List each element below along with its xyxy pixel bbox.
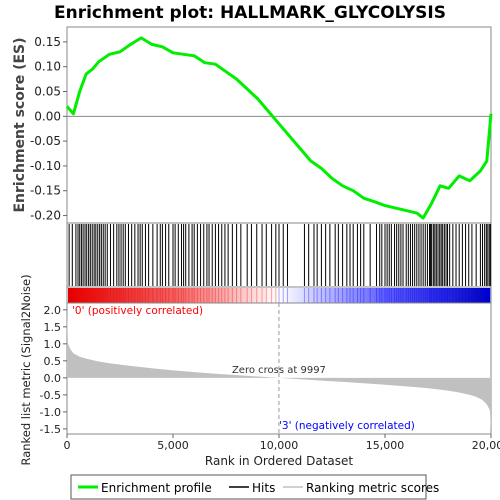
- metric-tick-label: -1.0: [40, 406, 61, 419]
- heatbar-stripes: [68, 288, 492, 303]
- es-tick-label: -0.05: [30, 134, 61, 148]
- ranking-metric-area: [67, 313, 491, 431]
- hit-lines: [68, 224, 492, 286]
- chart-title: Enrichment plot: HALLMARK_GLYCOLYSIS: [54, 3, 446, 23]
- legend-hits-label: Hits: [252, 481, 275, 495]
- x-tick-label: 20,000: [472, 439, 500, 452]
- es-tick-label: -0.20: [30, 209, 61, 223]
- enrichment-profile-line: [65, 36, 493, 220]
- es-tick-label: 0.05: [34, 85, 61, 99]
- es-axis-ticks: 0.15 0.10 0.05 0.00 -0.05 -0.10 -0.15 -0.20: [30, 35, 67, 223]
- metric-tick-label: 1.5: [44, 321, 62, 334]
- ranking-heatbar-panel: [66, 286, 492, 304]
- metric-tick-label: 1.0: [44, 338, 62, 351]
- es-tick-label: 0.15: [34, 35, 61, 49]
- metric-tick-label: 0.5: [44, 355, 62, 368]
- hits-panel: [66, 222, 492, 288]
- x-tick-label: 5,000: [157, 439, 189, 452]
- legend-metric-label: Ranking metric scores: [306, 481, 439, 495]
- positive-correlation-label: '0' (positively correlated): [72, 305, 203, 317]
- ranking-heatbar: [68, 288, 490, 303]
- metric-axis-label: Ranked list metric (Signal2Noise): [19, 274, 33, 465]
- enrichment-score-panel: 0.15 0.10 0.05 0.00 -0.05 -0.10 -0.15 -0.20 Enr…: [12, 26, 493, 224]
- zero-cross-label: Zero cross at 9997: [232, 365, 326, 376]
- es-tick-label: -0.15: [30, 184, 61, 198]
- ranked-metric-panel: 2.0 1.5 1.0 0.5 0.0 -0.5 -1.0 -1.5 '0' (positiv…: [19, 274, 492, 466]
- es-tick-label: 0.10: [34, 60, 61, 74]
- negative-correlation-label: '3' (negatively correlated): [279, 420, 415, 432]
- x-tick-label: 10,000: [260, 439, 299, 452]
- metric-tick-label: -0.5: [40, 389, 61, 402]
- metric-tick-label: 0.0: [44, 372, 62, 385]
- es-tick-label: 0.00: [34, 109, 61, 123]
- x-tick-label: 15,000: [366, 439, 405, 452]
- x-axis-ticks: 0 5,000 10,000 15,000 20,000: [64, 434, 500, 452]
- metric-tick-label: -1.5: [40, 423, 61, 436]
- legend-enrichment-label: Enrichment profile: [101, 481, 212, 495]
- es-axis-label: Enrichment score (ES): [12, 37, 28, 212]
- legend: Enrichment profile Hits Ranking metric s…: [70, 474, 439, 500]
- metric-axis-ticks: 2.0 1.5 1.0 0.5 0.0 -0.5 -1.0 -1.5: [40, 304, 67, 436]
- metric-tick-label: 2.0: [44, 304, 62, 317]
- x-tick-label: 0: [64, 439, 71, 452]
- x-axis-label: Rank in Ordered Dataset: [205, 454, 353, 468]
- es-tick-label: -0.10: [30, 159, 61, 173]
